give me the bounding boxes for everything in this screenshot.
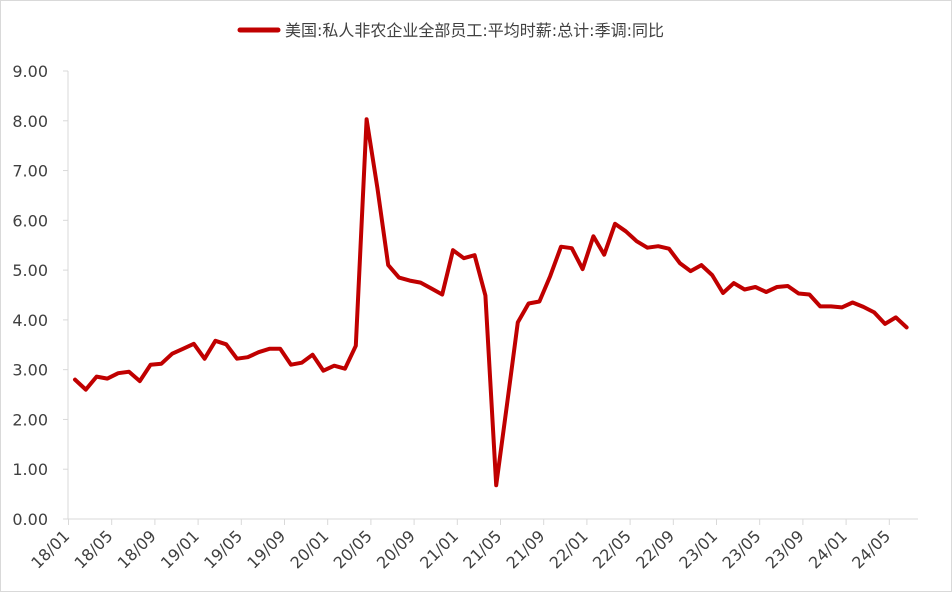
y-tick-label: 1.00 [12,460,48,479]
legend-label: 美国:私人非农企业全部员工:平均时薪:总计:季调:同比 [285,21,664,40]
y-tick-label: 8.00 [12,112,48,131]
y-tick-label: 3.00 [12,361,48,380]
y-axis: 0.00 1.00 2.00 3.00 4.00 5.00 6.00 7.00 8.00 9.00 [12,62,69,529]
legend: 美国:私人非农企业全部员工:平均时薪:总计:季调:同比 [237,21,664,40]
y-tick-label: 0.00 [12,510,48,529]
y-tick-label: 4.00 [12,311,48,330]
y-tick-label: 6.00 [12,211,48,230]
series-line [73,117,909,488]
y-tick-label: 7.00 [12,162,48,181]
series-layer [73,117,909,488]
y-tick-label: 5.00 [12,261,48,280]
y-tick-label: 9.00 [12,62,48,81]
y-tick-label: 2.00 [12,410,48,429]
